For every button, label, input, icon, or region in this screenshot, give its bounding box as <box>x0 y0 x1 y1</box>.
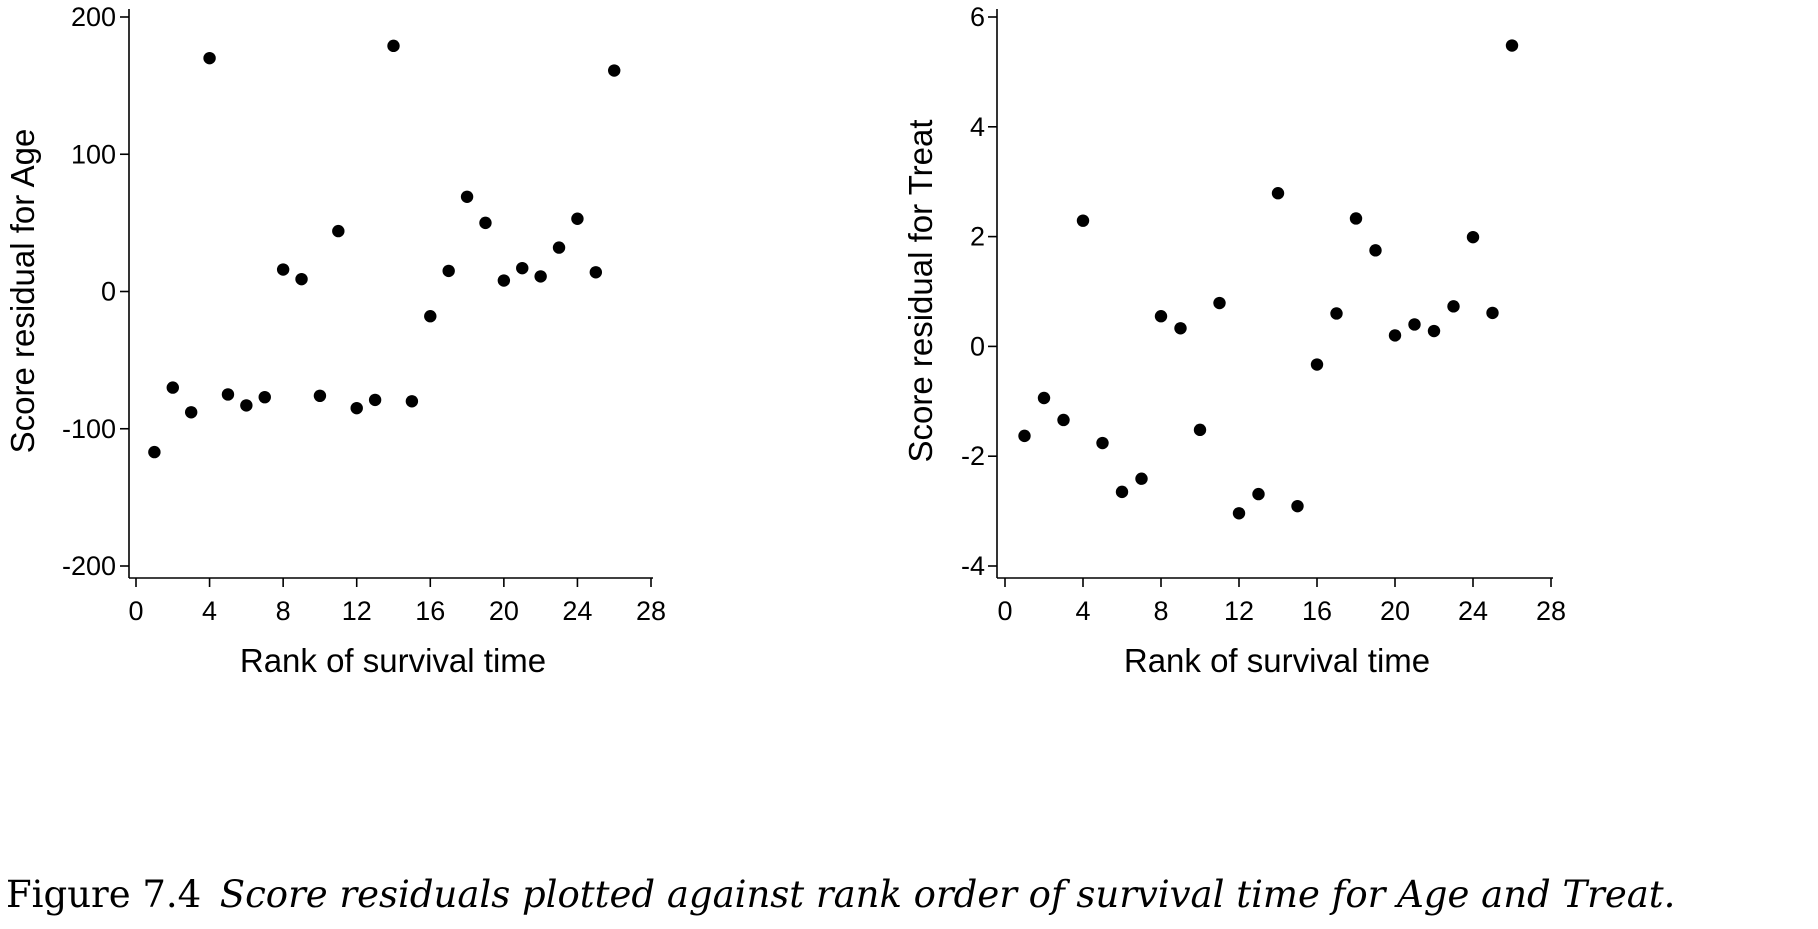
age-data-point <box>516 261 529 275</box>
treat-y-tick-label: 2 <box>970 222 985 252</box>
figure-caption: Figure 7.4 Score residuals plotted again… <box>6 873 1675 916</box>
age-y-tick-label: 200 <box>71 2 116 32</box>
age-data-point <box>534 270 547 283</box>
age-data-point <box>313 389 327 403</box>
age-x-tick-label: 20 <box>489 596 519 626</box>
age-x-tick-label: 0 <box>128 596 143 626</box>
treat-data-point <box>1096 436 1109 450</box>
treat-data-point <box>1330 307 1343 320</box>
age-data-point <box>184 406 198 419</box>
age-data-point <box>589 266 603 279</box>
age-data-point <box>203 51 216 65</box>
age-y-tick-label: -200 <box>62 551 116 581</box>
age-x-tick-label: 28 <box>636 596 666 626</box>
treat-data-point <box>1310 358 1324 371</box>
treat-data-point <box>1486 306 1499 320</box>
age-y-tick-label: 100 <box>71 139 116 169</box>
age-data-point <box>332 224 345 238</box>
treat-data-point <box>1076 214 1090 227</box>
age-data-point <box>571 212 584 225</box>
caption-text: Score residuals plotted against rank ord… <box>219 873 1676 916</box>
treat-data-point <box>1447 300 1460 313</box>
age-data-point <box>350 401 363 415</box>
treat-data-point <box>1388 329 1402 342</box>
treat-data-point <box>1427 324 1441 338</box>
age-data-point <box>276 263 290 276</box>
treat-data-point <box>1232 507 1246 520</box>
age-y-tick-label: 0 <box>101 277 116 307</box>
age-x-tick-label: 4 <box>202 596 217 626</box>
treat-data-point <box>1408 318 1421 331</box>
age-y-axis-title: Score residual for Age <box>4 129 41 454</box>
treat-data-point <box>1505 39 1519 52</box>
treat-x-tick-label: 24 <box>1458 596 1488 626</box>
treat-data-point <box>1037 391 1051 405</box>
treat-x-tick-label: 0 <box>997 596 1012 626</box>
treat-y-tick-label: 6 <box>970 2 985 32</box>
treat-data-point <box>1057 413 1070 427</box>
treat-data-point <box>1271 187 1285 200</box>
treat-y-tick-label: 0 <box>970 331 985 361</box>
treat-data-point <box>1154 310 1168 323</box>
age-data-point <box>148 445 161 459</box>
treat-data-point <box>1349 212 1363 225</box>
age-data-point <box>368 393 382 407</box>
treat-x-tick-label: 12 <box>1224 596 1254 626</box>
treat-data-point <box>1252 487 1265 501</box>
age-x-axis-title: Rank of survival time <box>240 642 546 679</box>
treat-data-point <box>1213 296 1226 310</box>
age-data-point <box>295 272 308 286</box>
treat-data-point <box>1369 244 1382 257</box>
age-x-tick-label: 12 <box>342 596 372 626</box>
age-data-point <box>424 310 437 323</box>
age-data-point <box>497 274 511 287</box>
treat-data-point <box>1174 322 1187 335</box>
age-data-point <box>442 264 455 278</box>
age-x-tick-label: 24 <box>562 596 592 626</box>
treat-data-point <box>1115 485 1129 499</box>
age-data-point <box>479 216 492 230</box>
age-data-point <box>240 399 253 412</box>
treat-x-axis-title: Rank of survival time <box>1124 642 1430 679</box>
treat-y-tick-label: 4 <box>970 112 985 142</box>
treat-data-point <box>1193 423 1207 437</box>
treat-data-point <box>1135 472 1148 485</box>
age-data-point <box>608 64 621 77</box>
treat-data-point <box>1018 429 1031 443</box>
treat-y-tick-label: -2 <box>961 441 985 471</box>
age-y-tick-label: -100 <box>62 414 116 444</box>
treat-x-tick-label: 4 <box>1075 596 1090 626</box>
age-x-tick-label: 8 <box>276 596 291 626</box>
treat-x-tick-label: 16 <box>1302 596 1332 626</box>
age-data-point <box>221 388 235 401</box>
caption-number: Figure 7.4 <box>6 873 202 916</box>
age-data-point <box>460 190 474 203</box>
age-data-point <box>258 390 271 404</box>
treat-data-point <box>1466 230 1480 244</box>
treat-data-point <box>1291 499 1304 513</box>
treat-x-tick-label: 28 <box>1536 596 1566 626</box>
age-data-point <box>405 395 419 408</box>
treat-y-axis-title: Score residual for Treat <box>902 120 939 463</box>
age-residual-plot: 200 100 0 -100 -200 0 4 8 12 16 20 24 28 Rank of surv… <box>4 2 666 679</box>
age-data-point <box>387 39 400 53</box>
age-x-tick-label: 16 <box>415 596 445 626</box>
treat-y-tick-label: -4 <box>961 551 985 581</box>
treat-x-tick-label: 20 <box>1380 596 1410 626</box>
age-data-point <box>552 241 566 254</box>
age-data-point <box>166 381 179 394</box>
treat-x-tick-label: 8 <box>1153 596 1168 626</box>
